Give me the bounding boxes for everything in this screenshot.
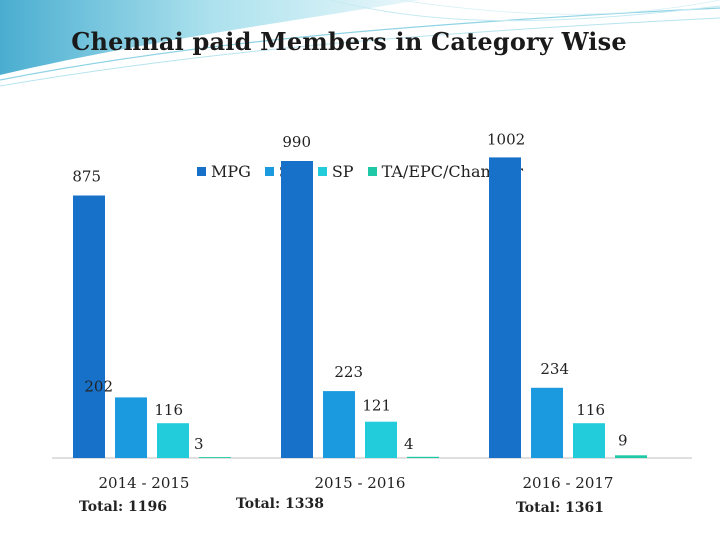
- bar-mpg-0: [73, 195, 105, 458]
- bar-sh-1: [323, 391, 355, 458]
- legend-label: TA/EPC/Chamber: [381, 162, 524, 181]
- data-label-sp-0: 116: [154, 401, 183, 419]
- data-label-ta-epc-chamber-1: 4: [404, 435, 414, 453]
- legend-label: SP: [331, 162, 354, 181]
- data-label-sh-0: 202: [84, 377, 113, 395]
- bar-mpg-2: [489, 157, 521, 458]
- category-label-1: 2015 - 2016: [315, 474, 406, 492]
- category-label-2: 2016 - 2017: [523, 474, 614, 492]
- chart-title: Chennai paid Members in Category Wise: [71, 27, 627, 56]
- legend-swatch: [367, 167, 377, 176]
- bar-ta-epc-chamber-1: [407, 456, 439, 458]
- data-label-ta-epc-chamber-2: 9: [618, 431, 628, 449]
- data-label-sh-2: 234: [540, 360, 569, 378]
- data-label-mpg-0: 875: [72, 168, 101, 186]
- legend-item-mpg: MPG: [196, 162, 251, 181]
- data-label-mpg-2: 1002: [487, 130, 525, 148]
- legend-label: MPG: [210, 162, 251, 181]
- bar-mpg-1: [281, 161, 313, 458]
- legend-swatch: [317, 167, 327, 176]
- total-label-1: Total: 1338: [236, 496, 324, 512]
- bar-sh-2: [531, 387, 563, 458]
- total-label-0: Total: 1196: [79, 499, 167, 515]
- legend-swatch: [264, 167, 274, 176]
- category-label-0: 2014 - 2015: [99, 474, 190, 492]
- data-label-sh-1: 223: [334, 363, 363, 381]
- data-label-sp-2: 116: [576, 401, 605, 419]
- legend-item-ta-epc-chamber: TA/EPC/Chamber: [367, 162, 524, 181]
- bar-sp-2: [573, 423, 605, 458]
- legend-item-sp: SP: [317, 162, 354, 181]
- bar-ta-epc-chamber-0: [199, 457, 231, 458]
- data-label-sp-1: 121: [362, 397, 391, 415]
- bar-sh-0: [115, 397, 147, 458]
- legend-swatch: [196, 167, 206, 176]
- data-label-mpg-1: 990: [282, 133, 311, 151]
- bar-ta-epc-chamber-2: [615, 455, 647, 458]
- total-label-2: Total: 1361: [516, 500, 604, 516]
- bar-sp-0: [157, 423, 189, 458]
- data-label-ta-epc-chamber-0: 3: [194, 435, 204, 453]
- header-decoration: [0, 0, 720, 87]
- bar-sp-1: [365, 421, 397, 458]
